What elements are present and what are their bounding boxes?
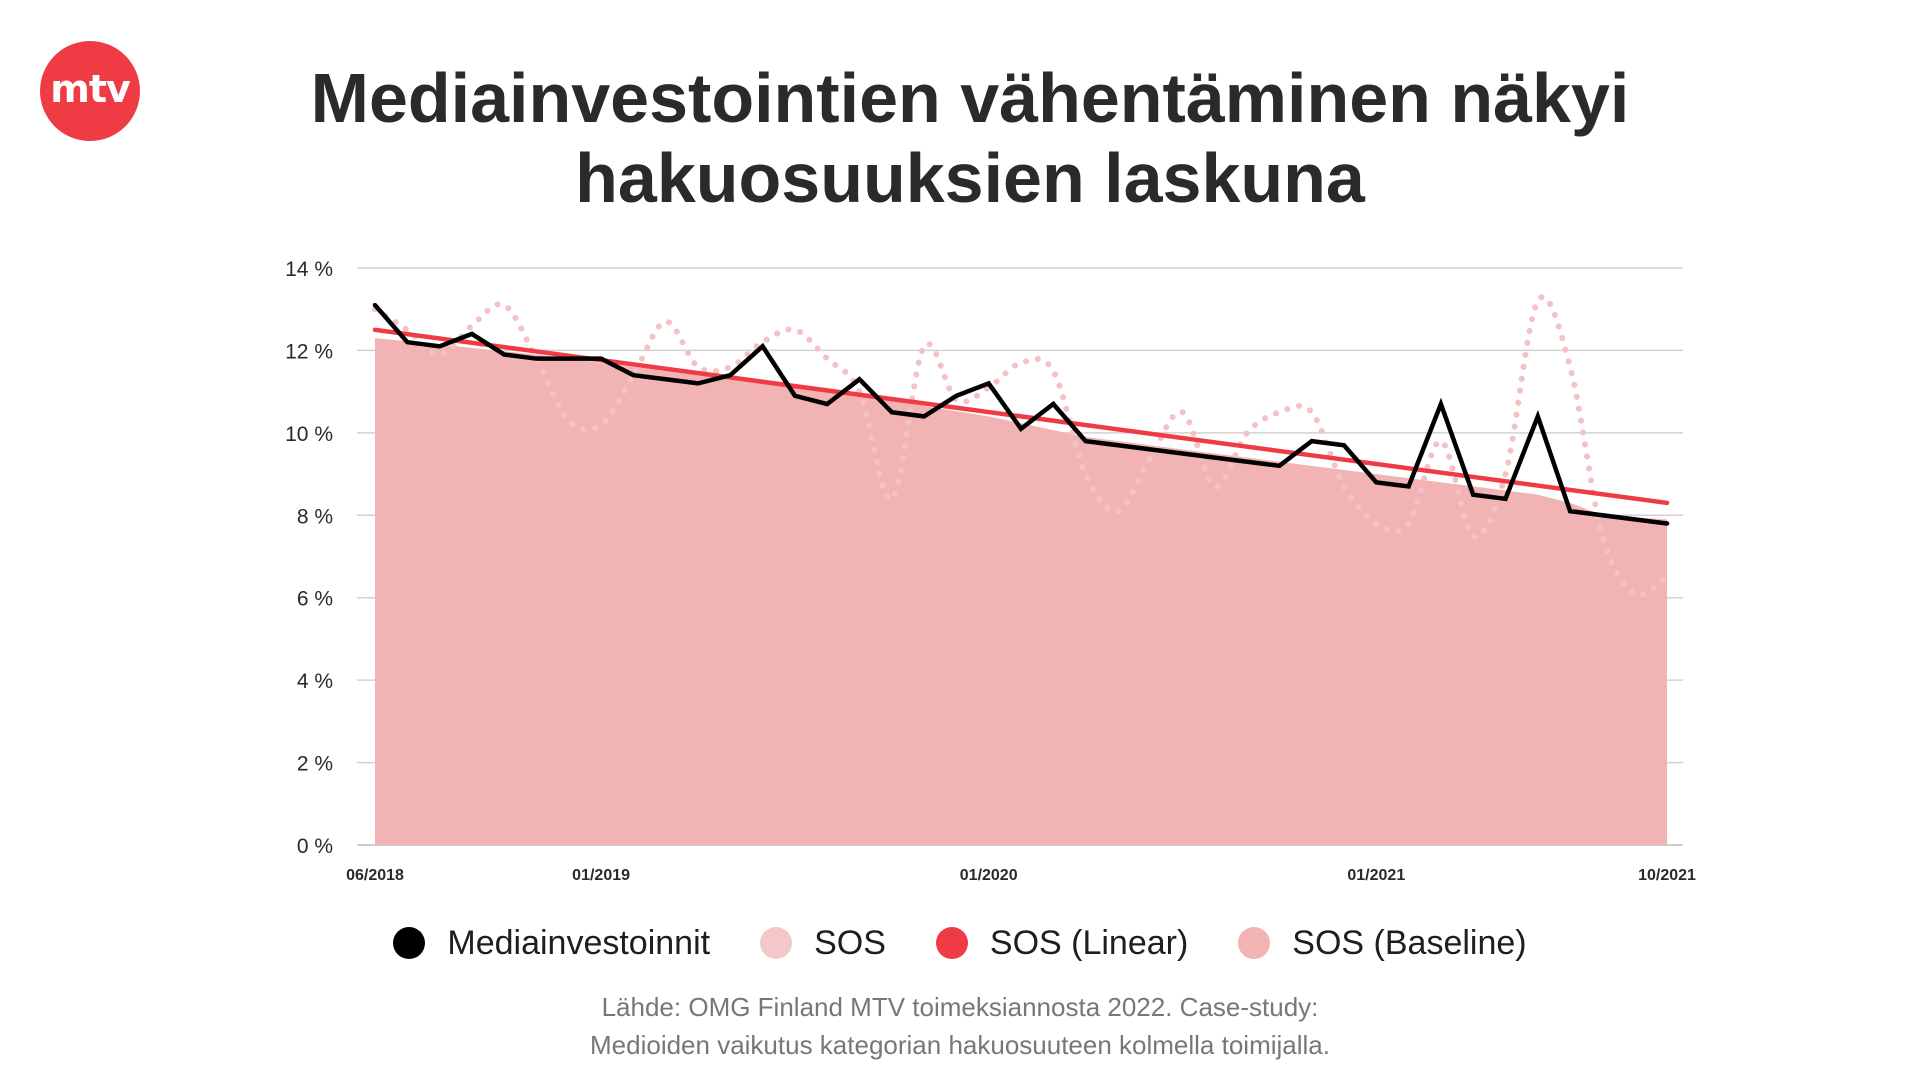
x-tick-label: 01/2020 [960,867,1018,884]
legend-swatch-investments [393,927,426,959]
baseline-area [375,338,1667,845]
source-line-1: Lähde: OMG Finland MTV toimeksiannosta 2… [601,992,1319,1022]
sos-baseline-area [375,338,1667,845]
y-tick-label: 4 % [297,670,333,693]
legend-label-sos-linear: SOS (Linear) [989,923,1189,962]
chart-title: Mediainvestointien vähentäminen näkyi ha… [240,58,1700,218]
legend-swatch-sos-baseline [1238,927,1271,959]
x-tick-label: 01/2019 [572,867,630,884]
legend-swatch-sos [760,927,793,959]
legend-label-sos: SOS [814,923,886,962]
legend-label-investments: Mediainvestoinnit [447,923,711,962]
source-note: Lähde: OMG Finland MTV toimeksiannosta 2… [0,988,1920,1064]
x-tick-label: 06/2018 [346,867,404,884]
x-tick-label: 01/2021 [1347,867,1405,884]
y-tick-label: 10 % [285,423,333,446]
line-chart: 0 % 2 % 4 % 6 % 8 % 10 % 12 % 14 % 06/2018 01/20… [285,258,1696,884]
y-tick-label: 8 % [297,505,333,528]
x-axis-tick-labels: 06/2018 01/2019 01/2020 01/2021 10/2021 [346,867,1696,884]
y-axis-tick-labels: 0 % 2 % 4 % 6 % 8 % 10 % 12 % 14 % [285,258,333,858]
legend-label-sos-baseline: SOS (Baseline) [1292,923,1527,962]
line-series [372,302,1670,526]
title-line-1: Mediainvestointien vähentäminen näkyi [310,59,1630,137]
legend-swatch-sos-linear [935,927,968,959]
legend-item-investments: Mediainvestoinnit [393,924,710,963]
y-tick-label: 6 % [297,588,333,611]
legend: Mediainvestoinnit SOS SOS (Linear) SOS (… [0,918,1920,968]
legend-item-sos: SOS [760,924,886,963]
y-tick-label: 0 % [297,835,333,858]
legend-item-sos-linear: SOS (Linear) [935,923,1189,963]
y-tick-label: 12 % [285,340,333,363]
logo-text: mtv [50,67,131,111]
investments-series-line [372,302,1670,526]
y-tick-label: 14 % [285,258,333,281]
y-tick-label: 2 % [297,753,333,776]
x-tick-label: 10/2021 [1638,867,1696,884]
source-line-2: Medioiden vaikutus kategorian hakuosuute… [590,1030,1330,1060]
mtv-logo: mtv [40,41,140,141]
title-line-2: hakuosuuksien laskuna [575,139,1365,217]
legend-item-sos-baseline: SOS (Baseline) [1238,923,1527,963]
